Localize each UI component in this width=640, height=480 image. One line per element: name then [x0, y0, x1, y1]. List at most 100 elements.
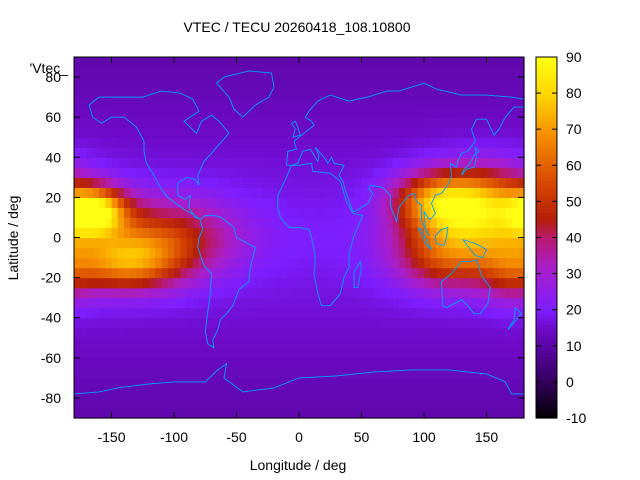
heatmap-cell [274, 157, 281, 168]
heatmap-cell [442, 207, 450, 219]
heatmap-cell [411, 297, 419, 309]
heatmap-cell [224, 247, 231, 259]
colorbar-segment [536, 100, 557, 105]
heatmap-cell [267, 407, 275, 419]
heatmap-cell [430, 387, 438, 399]
heatmap-cell [286, 337, 294, 349]
colorbar-segment [536, 255, 557, 260]
heatmap-cell [474, 137, 481, 148]
heatmap-cell [255, 117, 263, 128]
heatmap-cell [442, 237, 450, 249]
heatmap-cell [274, 327, 281, 339]
heatmap-cell [474, 117, 481, 128]
heatmap-cell [80, 217, 88, 229]
heatmap-cell [392, 157, 400, 168]
heatmap-cell [292, 407, 300, 419]
heatmap-cell [267, 347, 275, 359]
heatmap-cell [430, 67, 438, 78]
heatmap-cell [136, 267, 144, 279]
heatmap-cell [274, 207, 281, 219]
heatmap-cell [474, 97, 481, 108]
heatmap-cell [399, 177, 406, 188]
heatmap-cell [399, 327, 406, 339]
heatmap-cell [280, 137, 288, 148]
heatmap-cell [299, 357, 306, 369]
heatmap-cell [136, 387, 144, 399]
heatmap-cell [305, 117, 313, 128]
heatmap-cell [361, 257, 369, 269]
colorbar-segment [536, 266, 557, 271]
heatmap-cell [92, 117, 100, 128]
heatmap-cell [249, 237, 256, 249]
heatmap-cell [367, 137, 375, 148]
heatmap-cell [417, 287, 425, 299]
heatmap-cell [355, 107, 363, 118]
heatmap-cell [405, 77, 413, 88]
heatmap-cell [92, 177, 100, 188]
heatmap-cell [374, 77, 381, 88]
heatmap-cell [492, 227, 500, 239]
heatmap-cell [117, 137, 125, 148]
heatmap-cell [399, 367, 406, 379]
heatmap-cell [342, 387, 350, 399]
heatmap-cell [374, 287, 381, 299]
heatmap-cell [492, 157, 500, 168]
colorbar-segment [536, 309, 557, 314]
heatmap-cell [317, 107, 325, 118]
heatmap-cell [386, 177, 394, 188]
heatmap-cell [161, 207, 169, 219]
heatmap-cell [155, 387, 163, 399]
heatmap-cell [480, 117, 488, 128]
heatmap-cell [280, 267, 288, 279]
heatmap-cell [474, 337, 481, 349]
heatmap-cell [517, 137, 525, 148]
heatmap-cell [311, 147, 319, 158]
heatmap-cell [161, 277, 169, 289]
heatmap-cell [142, 97, 150, 108]
heatmap-cell [274, 397, 281, 409]
heatmap-cell [242, 87, 250, 98]
heatmap-cell [124, 197, 131, 209]
heatmap-cell [317, 327, 325, 339]
heatmap-cell [299, 217, 306, 229]
heatmap-cell [167, 187, 175, 198]
heatmap-cell [180, 127, 188, 138]
heatmap-cell [80, 207, 88, 219]
heatmap-cell [249, 337, 256, 349]
colorbar-segment [536, 183, 557, 188]
heatmap-cell [286, 377, 294, 389]
heatmap-cell [367, 77, 375, 88]
heatmap-cell [186, 277, 194, 289]
heatmap-cell [442, 277, 450, 289]
heatmap-cell [192, 367, 200, 379]
heatmap-cell [336, 57, 344, 68]
heatmap-cell [417, 187, 425, 198]
heatmap-cell [86, 267, 94, 279]
heatmap-cell [499, 167, 506, 178]
heatmap-cell [311, 197, 319, 209]
heatmap-cell [111, 57, 119, 68]
heatmap-cell [211, 317, 219, 329]
heatmap-cell [167, 157, 175, 168]
heatmap-cell [180, 77, 188, 88]
heatmap-cell [474, 377, 481, 389]
heatmap-cell [99, 297, 106, 309]
coastline-australia [441, 259, 491, 315]
heatmap-cell [292, 167, 300, 178]
heatmap-cell [155, 327, 163, 339]
heatmap-cell [424, 97, 431, 108]
heatmap-cell [99, 237, 106, 249]
heatmap-cell [230, 337, 238, 349]
heatmap-cell [411, 207, 419, 219]
heatmap-cell [199, 287, 206, 299]
heatmap-cell [467, 347, 475, 359]
heatmap-cell [142, 297, 150, 309]
heatmap-cell [467, 167, 475, 178]
heatmap-cell [74, 377, 81, 389]
heatmap-cell [180, 377, 188, 389]
heatmap-cell [455, 237, 463, 249]
heatmap-cell [480, 397, 488, 409]
heatmap-cell [261, 387, 269, 399]
heatmap-cell [374, 137, 381, 148]
heatmap-cell [80, 77, 88, 88]
